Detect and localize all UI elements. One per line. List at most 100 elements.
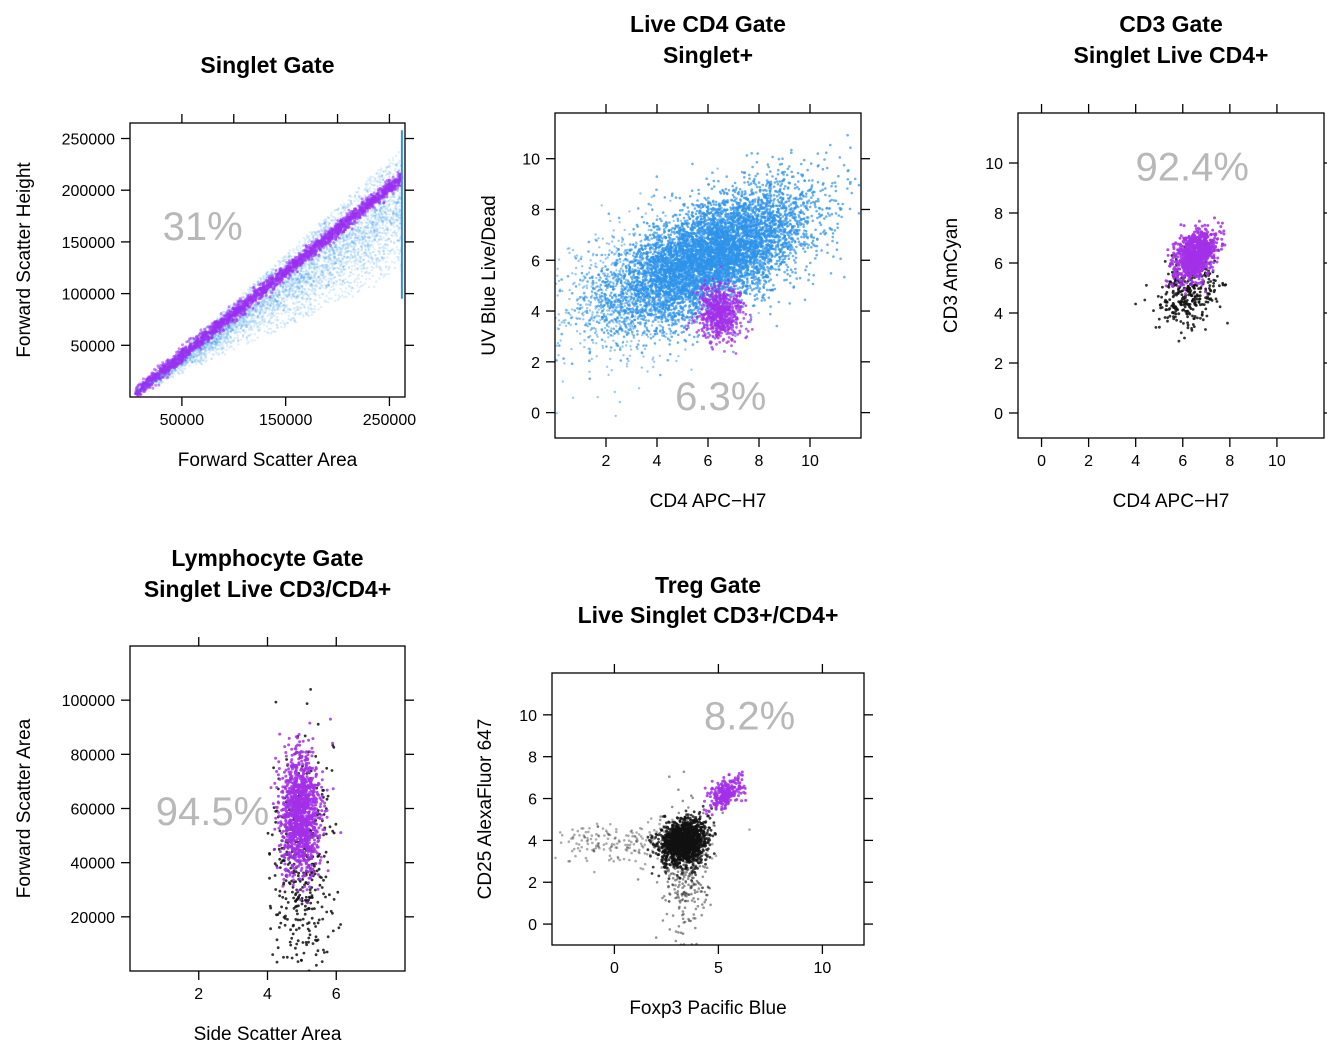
data-point: [398, 160, 401, 163]
data-point: [275, 303, 278, 307]
data-point: [329, 274, 332, 277]
data-point: [395, 245, 398, 248]
data-point: [305, 291, 309, 294]
data-point: [342, 240, 345, 243]
data-point: [378, 252, 381, 256]
data-point: [341, 290, 344, 293]
data-point: [301, 274, 304, 278]
data-point: [299, 306, 302, 309]
data-point: [261, 305, 264, 308]
data-point: [388, 203, 391, 206]
data-point: [373, 285, 376, 289]
data-point: [282, 299, 286, 303]
data-point: [301, 295, 305, 298]
data-point: [357, 190, 360, 193]
data-point: [302, 313, 305, 317]
data-point: [367, 217, 370, 220]
data-point: [282, 307, 286, 310]
data-point: [374, 189, 377, 192]
data-point: [232, 348, 235, 351]
data-point: [278, 308, 281, 311]
data-point: [263, 305, 266, 308]
data-point: [193, 353, 197, 356]
data-point: [377, 173, 380, 176]
data-point: [392, 241, 396, 244]
data-point: [225, 345, 229, 348]
panel-1: 50000 150000 25000050000100000150000200000…: [14, 52, 416, 471]
data-point: [379, 181, 382, 184]
data-point: [304, 281, 307, 284]
data-point: [181, 369, 184, 373]
data-point: [203, 352, 206, 356]
data-point: [330, 297, 333, 300]
data-point: [365, 186, 368, 189]
data-point: [333, 255, 336, 259]
data-point: [325, 283, 328, 287]
data-point: [353, 262, 356, 265]
data-point: [361, 236, 365, 239]
data-point: [334, 293, 337, 297]
data-point: [223, 353, 227, 356]
data-point: [361, 235, 364, 239]
data-point: [254, 319, 258, 323]
data-point: [271, 306, 275, 310]
data-point: [298, 300, 302, 303]
data-point: [296, 305, 299, 308]
data-point: [311, 236, 314, 239]
data-point: [344, 246, 348, 249]
data-point: [240, 325, 244, 328]
data-point: [358, 229, 361, 232]
data-point: [364, 250, 367, 254]
data-point: [390, 223, 393, 227]
data-point: [294, 309, 297, 313]
data-point: [379, 183, 382, 187]
data-point: [321, 293, 325, 296]
data-point: [334, 280, 338, 283]
data-point: [365, 189, 369, 192]
data-point: [333, 253, 336, 256]
data-point: [325, 294, 328, 298]
data-point: [249, 312, 252, 315]
data-point: [265, 325, 269, 328]
data-point: [337, 294, 340, 297]
data-point: [264, 311, 267, 314]
data-point: [320, 283, 323, 287]
data-point: [283, 311, 287, 314]
data-point: [352, 272, 355, 276]
data-point: [289, 286, 292, 289]
data-point: [188, 359, 192, 362]
data-point: [317, 302, 321, 306]
data-point: [393, 266, 397, 270]
data-point: [302, 276, 305, 279]
data-point: [369, 181, 372, 185]
data-point: [329, 289, 332, 292]
data-point: [199, 353, 203, 356]
data-point: [300, 289, 304, 292]
data-point: [347, 266, 351, 269]
data-point: [271, 311, 274, 314]
data-point: [281, 320, 285, 323]
data-point: [308, 304, 311, 307]
data-point: [379, 235, 383, 239]
data-point: [395, 255, 399, 259]
data-point: [295, 278, 298, 281]
data-point: [389, 208, 392, 211]
data-point: [283, 297, 286, 300]
data-point: [384, 205, 387, 208]
data-point: [349, 253, 353, 256]
data-point: [239, 327, 243, 330]
data-point: [371, 184, 374, 187]
data-point: [295, 297, 298, 301]
data-point: [338, 278, 341, 281]
data-point: [360, 264, 364, 267]
data-point: [344, 239, 348, 242]
data-point: [356, 238, 359, 241]
data-point: [224, 338, 227, 341]
data-point: [277, 312, 280, 315]
data-point: [256, 315, 259, 318]
data-point: [375, 261, 378, 265]
data-point: [381, 212, 384, 215]
data-point: [337, 207, 340, 211]
data-point: [363, 271, 367, 275]
data-point: [212, 353, 216, 356]
